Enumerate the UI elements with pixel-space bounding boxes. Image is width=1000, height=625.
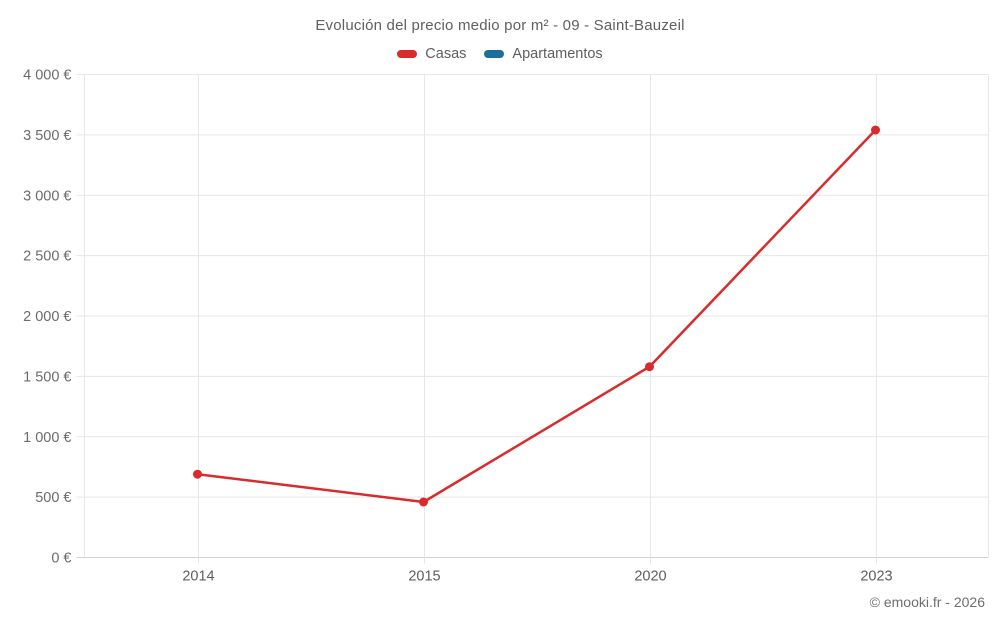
legend-label-apartamentos: Apartamentos <box>512 46 603 62</box>
y-axis-tick-label: 4 000 € <box>23 68 71 84</box>
x-axis-tick-label: 2020 <box>634 569 666 585</box>
y-axis-tick-label: 2 500 € <box>23 249 71 265</box>
y-axis-tick-label: 1 000 € <box>23 430 71 446</box>
y-axis-tick-label: 0 € <box>51 551 71 567</box>
casas-line-series <box>196 128 877 504</box>
y-axis-tick-label: 1 500 € <box>23 369 71 385</box>
x-axis-tick-label: 2015 <box>408 569 440 585</box>
y-axis-tick-label: 3 500 € <box>23 128 71 144</box>
x-axis-tick-label: 2014 <box>182 569 214 585</box>
data-point-casas-2020[interactable] <box>645 362 654 372</box>
y-axis-tick-label: 2 000 € <box>23 309 71 325</box>
legend-item-casas[interactable]: Casas <box>397 46 466 62</box>
data-point-casas-2014[interactable] <box>193 469 202 479</box>
legend-item-apartamentos[interactable]: Apartamentos <box>484 46 603 62</box>
data-point-casas-2015[interactable] <box>419 497 428 507</box>
copyright-credit: © emooki.fr - 2026 <box>869 594 985 610</box>
x-axis-tick-label: 2023 <box>860 569 892 585</box>
data-point-casas-2023[interactable] <box>871 125 880 135</box>
casas-series-swatch-icon <box>397 50 418 58</box>
apartamentos-series-swatch-icon <box>484 50 505 58</box>
legend-label-casas: Casas <box>425 46 467 62</box>
chart-title: Evolución del precio medio por m² - 09 -… <box>315 17 685 34</box>
y-axis-tick-label: 3 000 € <box>23 188 71 204</box>
y-axis-tick-label: 500 € <box>35 490 71 506</box>
chart-legend: Casas Apartamentos <box>0 46 1000 62</box>
